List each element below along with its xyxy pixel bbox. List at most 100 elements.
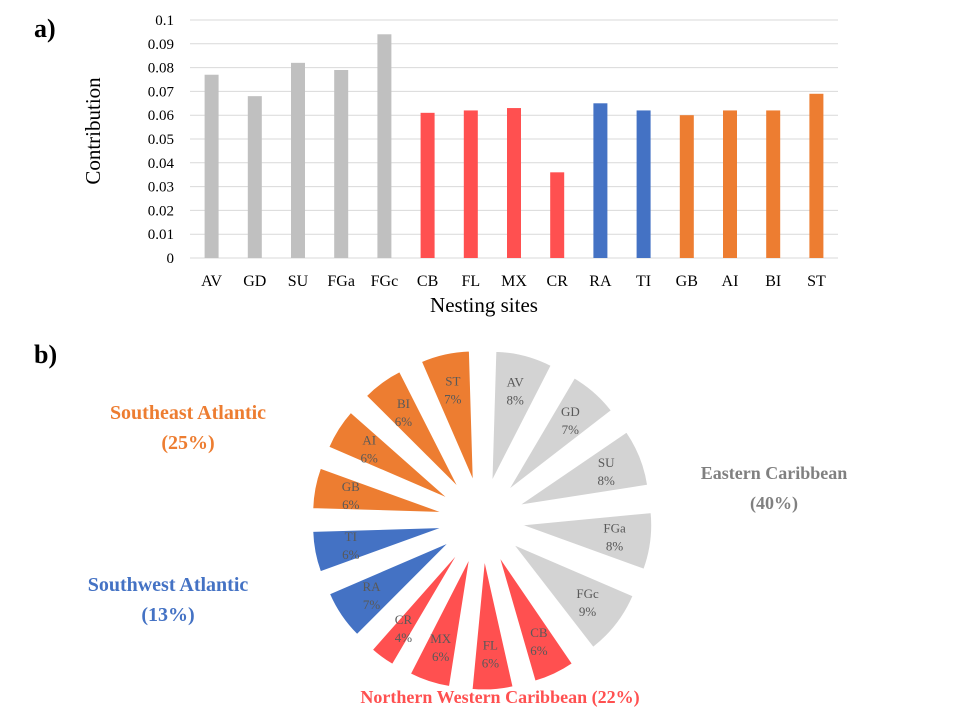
slice-fl xyxy=(471,559,514,691)
slice-bi xyxy=(365,371,459,488)
slice-gd xyxy=(508,377,612,491)
y-tick-label: 0.1 xyxy=(155,13,174,29)
slice-percent-label: 6% xyxy=(530,643,548,658)
slice-percent-label: 6% xyxy=(482,655,500,670)
region-northern-western-caribbean-name: Northern Western Caribbean (22%) xyxy=(360,687,640,707)
slice-label: GB xyxy=(342,479,360,494)
slice-label: ST xyxy=(445,374,460,389)
bar-ti xyxy=(636,110,651,258)
y-tick-label: 0.09 xyxy=(148,37,174,53)
x-tick-label: CR xyxy=(547,273,569,290)
x-tick-label: RA xyxy=(589,273,612,290)
region-southeast-atlantic-name: Southeast Atlantic xyxy=(109,402,267,424)
x-tick-label: CB xyxy=(417,273,438,290)
region-southwest-atlantic-pct: (13%) xyxy=(141,604,195,626)
bar-bi xyxy=(766,110,781,258)
x-tick-label: TI xyxy=(636,273,651,290)
bar-su xyxy=(291,62,305,259)
region-northern-western-caribbean: Northern Western Caribbean (22%) xyxy=(300,682,700,712)
slice-cr xyxy=(371,552,459,666)
bar-cr xyxy=(550,172,565,258)
slice-label: BI xyxy=(397,396,410,411)
bar-mx xyxy=(507,108,521,258)
y-tick-label: 0.04 xyxy=(148,156,175,172)
x-tick-label: GD xyxy=(243,273,266,290)
region-southeast-atlantic-pct: (25%) xyxy=(161,432,215,454)
region-southeast-atlantic: Southeast Atlantic (25%) xyxy=(78,398,298,458)
slice-label: FGc xyxy=(576,586,599,601)
slice-label: CB xyxy=(530,625,548,640)
bar-fl xyxy=(463,110,478,258)
bar-st xyxy=(809,93,824,258)
slice-label: FL xyxy=(483,637,498,652)
slice-label: FGa xyxy=(603,521,626,536)
panel-a-label: a) xyxy=(34,14,56,43)
x-tick-label: BI xyxy=(765,273,781,290)
bar-gb xyxy=(679,115,694,258)
slice-mx xyxy=(409,557,471,688)
bar-ai xyxy=(723,110,737,258)
slice-percent-label: 6% xyxy=(342,547,360,562)
x-tick-label: SU xyxy=(288,273,309,290)
slice-percent-label: 8% xyxy=(598,473,616,488)
slice-percent-label: 7% xyxy=(562,422,580,437)
y-tick-label: 0 xyxy=(167,251,175,267)
slice-percent-label: 4% xyxy=(395,630,413,645)
x-tick-label: GB xyxy=(676,273,698,290)
panel-b-label: b) xyxy=(34,340,58,369)
slice-gb xyxy=(312,467,443,514)
x-axis-label: Nesting sites xyxy=(430,293,538,317)
bar-fgc xyxy=(377,34,392,258)
slice-ti xyxy=(312,526,443,573)
y-tick-label: 0.05 xyxy=(148,132,174,148)
region-eastern-caribbean: Eastern Caribbean (40%) xyxy=(674,458,874,518)
slice-label: CR xyxy=(395,612,413,627)
slice-percent-label: 6% xyxy=(361,450,379,465)
x-tick-label: AI xyxy=(722,273,739,290)
slice-percent-label: 6% xyxy=(342,497,360,512)
x-tick-label: FL xyxy=(461,273,480,290)
slice-su xyxy=(518,431,649,506)
y-tick-label: 0.03 xyxy=(148,180,174,196)
slice-label: MX xyxy=(430,631,452,646)
slice-fgc xyxy=(512,543,634,649)
y-tick-label: 0.01 xyxy=(148,227,174,243)
slice-label: RA xyxy=(362,579,381,594)
bar-av xyxy=(204,74,219,259)
bar-gd xyxy=(247,96,262,258)
slice-percent-label: 6% xyxy=(432,649,450,664)
y-tick-label: 0.02 xyxy=(148,203,174,219)
y-tick-label: 0.07 xyxy=(148,84,175,100)
slice-label: AI xyxy=(362,432,376,447)
region-eastern-caribbean-name: Eastern Caribbean xyxy=(700,463,848,483)
slice-label: AV xyxy=(507,375,525,390)
slice-percent-label: 8% xyxy=(606,539,624,554)
bar-ra xyxy=(593,103,608,258)
slice-st xyxy=(420,350,474,482)
slice-percent-label: 7% xyxy=(444,392,462,407)
slice-fga xyxy=(521,512,653,570)
bar-cb xyxy=(420,112,435,258)
slice-label: TI xyxy=(345,529,357,544)
bar-fga xyxy=(334,69,349,258)
y-tick-label: 0.08 xyxy=(148,61,174,77)
slice-percent-label: 6% xyxy=(395,414,413,429)
bar-chart: 0 0.01 0.02 0.03 0.04 0.05 0.06 0.07 0.08 0.09 0.1… xyxy=(81,13,838,317)
x-tick-label: AV xyxy=(201,273,222,290)
slice-label: SU xyxy=(598,455,615,470)
slice-percent-label: 7% xyxy=(363,597,381,612)
x-tick-label: ST xyxy=(807,273,826,290)
region-eastern-caribbean-pct: (40%) xyxy=(750,493,798,513)
y-tick-label: 0.06 xyxy=(148,108,175,124)
x-tick-label: MX xyxy=(501,273,527,290)
slice-cb xyxy=(498,555,573,682)
slice-ra xyxy=(328,542,450,636)
slice-av xyxy=(491,350,552,482)
y-axis-label: Contribution xyxy=(81,77,105,185)
x-tick-label: FGc xyxy=(371,273,399,290)
slice-percent-label: 9% xyxy=(579,604,597,619)
slice-ai xyxy=(328,411,449,500)
region-southwest-atlantic: Southwest Atlantic (13%) xyxy=(58,570,278,630)
slice-percent-label: 8% xyxy=(507,393,525,408)
